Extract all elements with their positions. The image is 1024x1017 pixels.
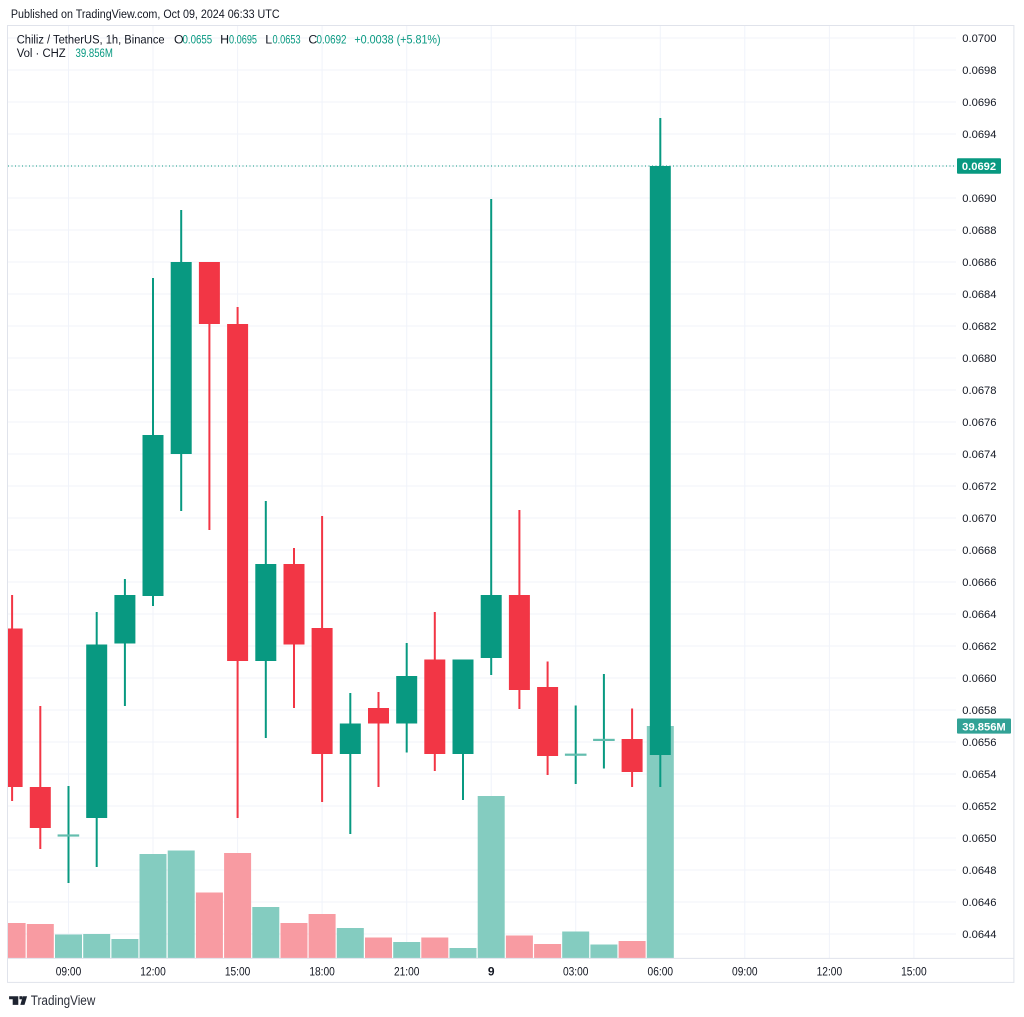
svg-text:0.0660: 0.0660 xyxy=(962,673,996,685)
svg-text:0.0678: 0.0678 xyxy=(962,385,996,397)
svg-text:0.0666: 0.0666 xyxy=(962,577,996,589)
svg-text:0.0653: 0.0653 xyxy=(273,32,301,46)
svg-text:0.0688: 0.0688 xyxy=(962,225,996,237)
svg-text:H: H xyxy=(220,32,229,46)
svg-text:39.856M: 39.856M xyxy=(76,46,113,60)
svg-text:0.0662: 0.0662 xyxy=(962,641,996,653)
svg-text:0.0674: 0.0674 xyxy=(962,449,996,461)
svg-text:0.0692: 0.0692 xyxy=(962,161,996,173)
svg-text:0.0668: 0.0668 xyxy=(962,545,996,557)
svg-text:0.0664: 0.0664 xyxy=(962,609,996,621)
svg-text:0.0680: 0.0680 xyxy=(962,353,996,365)
svg-text:0.0692: 0.0692 xyxy=(317,32,347,46)
svg-text:9: 9 xyxy=(488,964,495,978)
svg-text:0.0686: 0.0686 xyxy=(962,257,996,269)
svg-text:0.0650: 0.0650 xyxy=(962,833,996,845)
svg-text:+0.0038 (+5.81%): +0.0038 (+5.81%) xyxy=(354,32,440,46)
svg-text:0.0648: 0.0648 xyxy=(962,865,996,877)
svg-text:0.0684: 0.0684 xyxy=(962,289,996,301)
svg-text:0.0658: 0.0658 xyxy=(962,705,996,717)
svg-text:0.0698: 0.0698 xyxy=(962,65,996,77)
svg-text:C: C xyxy=(308,32,317,46)
svg-text:15:00: 15:00 xyxy=(225,964,251,978)
svg-text:0.0695: 0.0695 xyxy=(229,32,257,46)
svg-text:0.0652: 0.0652 xyxy=(962,801,996,813)
svg-text:18:00: 18:00 xyxy=(309,964,335,978)
svg-text:15:00: 15:00 xyxy=(901,964,927,978)
svg-text:39.856M: 39.856M xyxy=(962,721,1006,733)
svg-text:0.0682: 0.0682 xyxy=(962,321,996,333)
svg-text:0.0655: 0.0655 xyxy=(183,32,213,46)
svg-text:12:00: 12:00 xyxy=(140,964,166,978)
svg-text:0.0700: 0.0700 xyxy=(962,33,996,45)
svg-text:Published on TradingView.com,: Published on TradingView.com, Oct 09, 20… xyxy=(11,7,280,21)
svg-text:Vol · CHZ: Vol · CHZ xyxy=(17,46,66,60)
svg-text:06:00: 06:00 xyxy=(648,964,674,978)
svg-text:0.0656: 0.0656 xyxy=(962,737,996,749)
svg-text:03:00: 03:00 xyxy=(563,964,589,978)
svg-text:0.0690: 0.0690 xyxy=(962,193,996,205)
svg-text:0.0676: 0.0676 xyxy=(962,417,996,429)
svg-text:L: L xyxy=(265,32,272,46)
svg-text:O: O xyxy=(174,32,184,46)
svg-text:0.0670: 0.0670 xyxy=(962,513,996,525)
svg-text:09:00: 09:00 xyxy=(56,964,82,978)
svg-text:21:00: 21:00 xyxy=(394,964,420,978)
svg-text:0.0654: 0.0654 xyxy=(962,769,996,781)
svg-text:0.0696: 0.0696 xyxy=(962,97,996,109)
svg-text:TradingView: TradingView xyxy=(31,993,96,1008)
svg-text:0.0644: 0.0644 xyxy=(962,929,996,941)
svg-text:0.0672: 0.0672 xyxy=(962,481,996,493)
svg-text:Chiliz / TetherUS, 1h, Binance: Chiliz / TetherUS, 1h, Binance xyxy=(17,32,165,46)
svg-text:12:00: 12:00 xyxy=(817,964,843,978)
svg-text:0.0646: 0.0646 xyxy=(962,897,996,909)
svg-text:09:00: 09:00 xyxy=(732,964,758,978)
svg-text:0.0694: 0.0694 xyxy=(962,129,996,141)
